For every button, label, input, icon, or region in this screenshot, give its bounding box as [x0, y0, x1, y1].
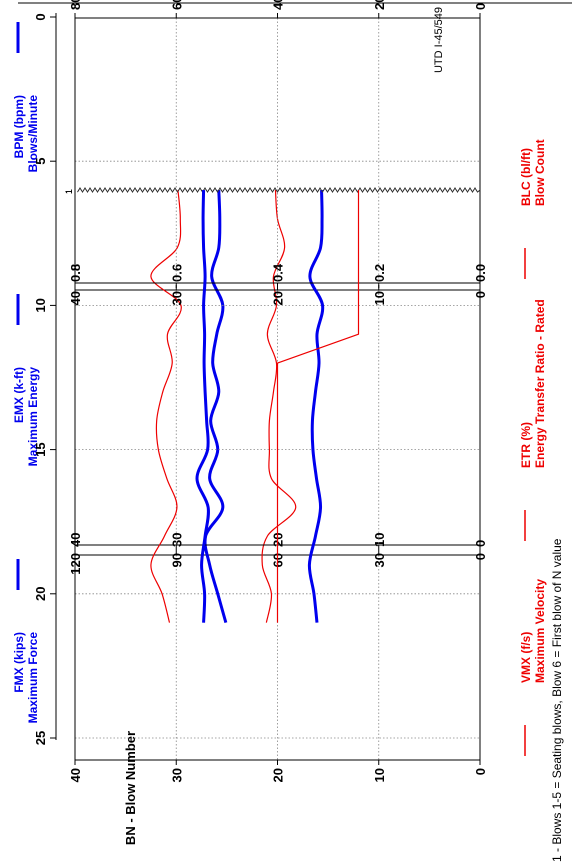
left-axis-title: FMX (kips) Maximum Force — [12, 559, 40, 723]
footnote: 1 - Blows 1-5 = Seating blows, Blow 6 = … — [550, 538, 564, 862]
x-tick-label: 10 — [33, 298, 48, 312]
left-axis-title: BPM (bpm) Blows/Minute — [12, 22, 40, 172]
right-axis-label-line2: Energy Transfer Ratio - Rated — [533, 299, 547, 468]
series-line-right — [261, 189, 297, 623]
n-value-marker-label: 1 — [64, 189, 74, 194]
series-line-left — [195, 190, 210, 623]
right-axis-title: BLC (bl/ft) Blow Count — [519, 139, 547, 279]
left-axis-title: EMX (k-ft) Maximum Energy — [12, 294, 40, 466]
right-tick-label: 10 — [372, 768, 387, 782]
series-line-right — [150, 189, 182, 623]
series-line-left — [203, 189, 228, 624]
right-axis-label-line2: Maximum Velocity — [533, 579, 547, 683]
right-tick-label: 40 — [68, 768, 83, 782]
x-tick-label: 20 — [33, 587, 48, 601]
right-tick-label: 0 — [473, 553, 488, 560]
header-text: UTD I-45/549 — [433, 7, 445, 73]
left-tick-label: 30 — [169, 533, 184, 547]
right-tick-label: 10 — [372, 291, 387, 305]
right-axis-label-line1: VMX (f/s) — [519, 632, 533, 683]
right-tick-label: 20 — [271, 291, 286, 305]
x-axis-title: BN - Blow Number — [123, 731, 138, 845]
x-tick-label: 0 — [33, 13, 48, 20]
right-tick-label: 120 — [68, 553, 83, 575]
n-value-marker-line — [77, 187, 481, 193]
right-tick-label: 90 — [169, 553, 184, 567]
right-tick-label: 30 — [169, 768, 184, 782]
left-tick-label: 0 — [473, 3, 488, 10]
left-axis-label-line2: Blows/Minute — [26, 95, 40, 173]
x-axis: 0 5 10 15 20 25 — [33, 13, 57, 745]
right-tick-label: 20 — [271, 768, 286, 782]
x-tick-label: 15 — [33, 442, 48, 456]
x-tick-label: 5 — [33, 158, 48, 165]
left-tick-label: 20 — [372, 0, 387, 10]
series-line-left — [307, 190, 325, 623]
left-tick-label: 60 — [169, 0, 184, 10]
left-axis-label-line1: BPM (bpm) — [12, 95, 26, 158]
right-tick-label: 0 — [473, 291, 488, 298]
left-tick-label: 80 — [68, 0, 83, 10]
right-tick-label: 30 — [372, 553, 387, 567]
right-axis-title: VMX (f/s) Maximum Velocity — [519, 579, 547, 756]
left-tick-label: 40 — [271, 0, 286, 10]
x-tick-label: 25 — [33, 731, 48, 745]
left-axis-label-line2: Maximum Force — [26, 632, 40, 724]
left-axis-label-line2: Maximum Energy — [26, 367, 40, 467]
n-value-marker-label: 1 — [64, 189, 74, 194]
right-axis-title: ETR (%) Energy Transfer Ratio - Rated — [519, 299, 547, 541]
right-tick-label: 30 — [169, 291, 184, 305]
right-axis-label-line1: ETR (%) — [519, 422, 533, 468]
left-tick-label: 10 — [372, 533, 387, 547]
right-tick-label: 0 — [473, 768, 488, 775]
right-axis-label-line1: BLC (bl/ft) — [519, 148, 533, 206]
left-axis-label-line1: EMX (k-ft) — [12, 367, 26, 423]
left-tick-label: 0.4 — [271, 263, 286, 282]
series-line-right — [276, 190, 360, 623]
left-tick-label: 0.6 — [169, 264, 184, 282]
left-tick-label: 0.2 — [372, 264, 387, 282]
left-axis-label-line1: FMX (kips) — [12, 632, 26, 693]
right-axis-label-line2: Blow Count — [533, 139, 547, 206]
n-value-marker-label: 1 — [64, 189, 74, 194]
right-tick-label: 40 — [68, 291, 83, 305]
